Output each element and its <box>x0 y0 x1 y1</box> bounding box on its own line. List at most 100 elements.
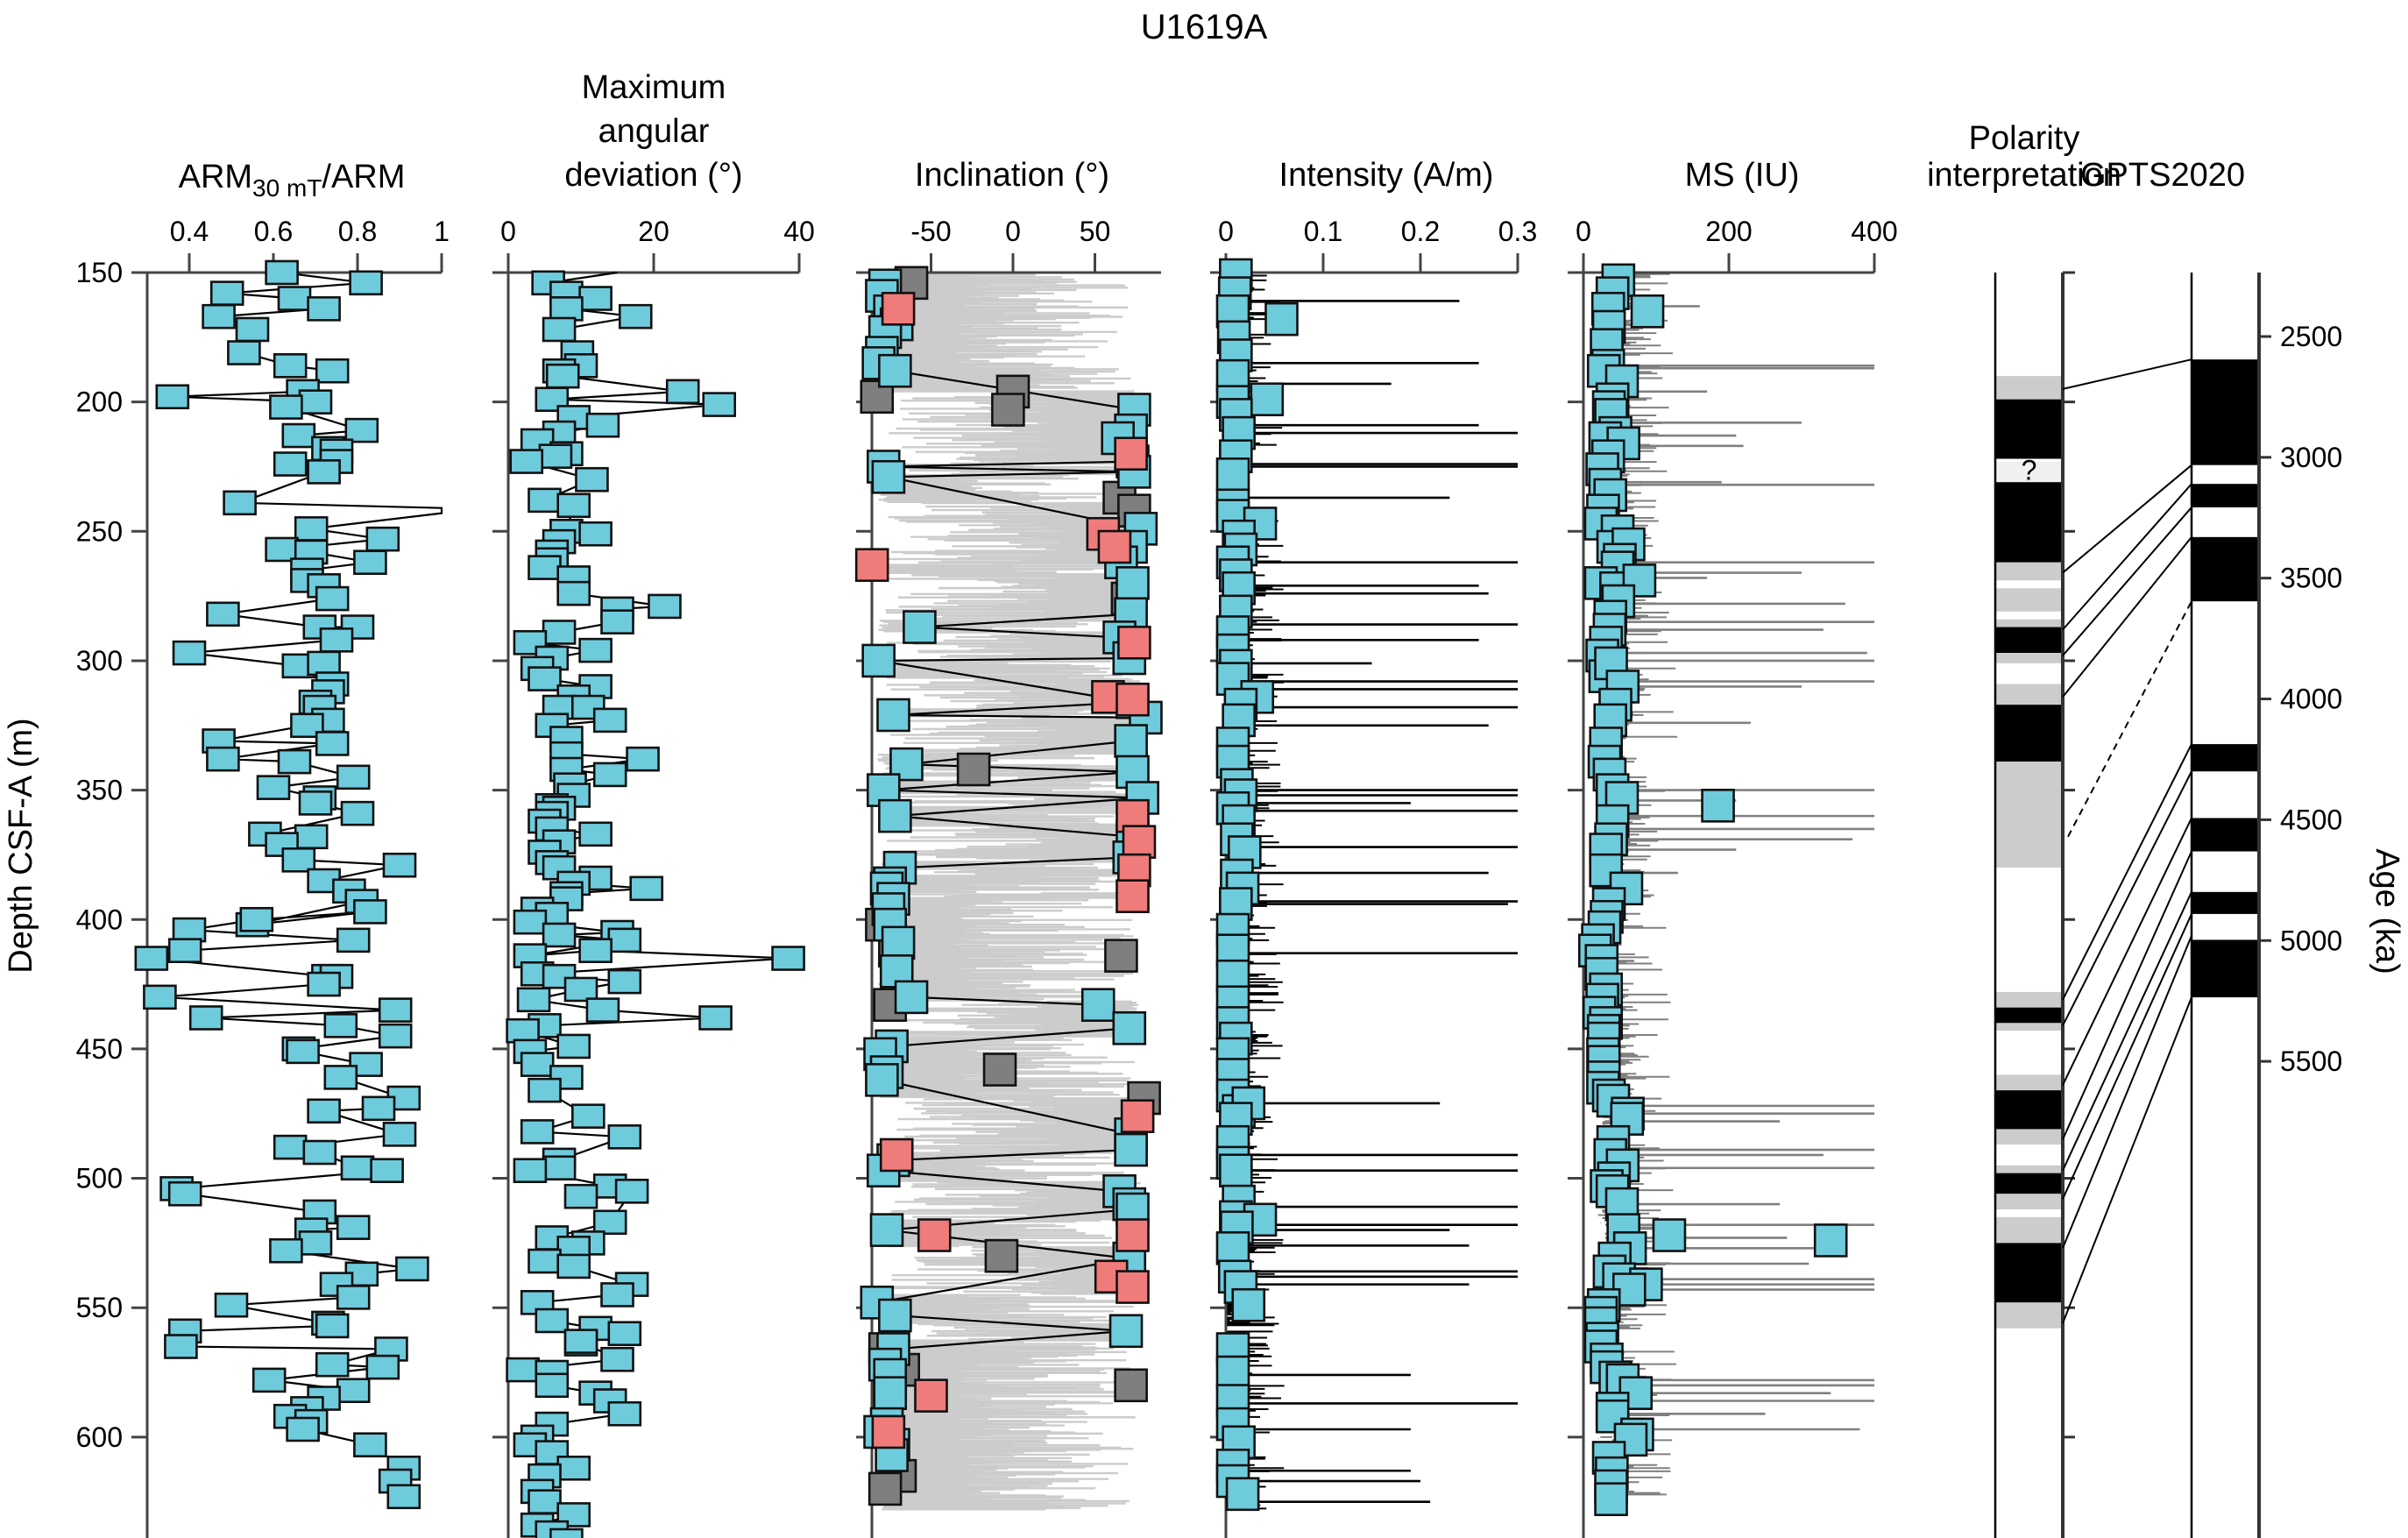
arm-data-point <box>223 490 257 516</box>
correlation-tie-line <box>2062 483 2192 631</box>
depth-tick-label: 450 <box>76 1033 123 1065</box>
arm-data-point <box>353 899 387 925</box>
arm-data-point <box>395 1256 429 1282</box>
arm-data-point <box>349 270 383 296</box>
polarity-interval-reversed <box>1995 458 2063 462</box>
arm-title-suffix: /ARM <box>322 159 405 195</box>
mad-data-point <box>538 443 573 469</box>
intensity-data-point <box>1231 1287 1266 1322</box>
mad-data-point <box>626 746 660 772</box>
correlation-tie-line <box>2062 464 2192 574</box>
arm-data-point <box>294 516 329 542</box>
arm-data-point <box>281 847 316 873</box>
arm-panel: 0.4 0.6 0.8 1 <box>131 216 450 1538</box>
arm-data-point <box>315 731 350 756</box>
inclination-normal-point <box>894 980 929 1015</box>
gpts-column: 2500 3000 3500 4000 4500 5000 5500 <box>2062 273 2342 1538</box>
inclination-panel-title: Inclination (°) <box>915 157 1109 194</box>
arm-data-point <box>256 775 291 800</box>
arm-data-point <box>298 1230 333 1256</box>
mad-data-point <box>506 1357 540 1383</box>
mad-data-point <box>570 1103 606 1129</box>
mad-data-point <box>556 1502 591 1527</box>
mad-data-point <box>556 1455 591 1481</box>
polarity-interval-normal <box>1995 1173 2063 1194</box>
polarity-interval-uncertain <box>1995 1023 2063 1031</box>
inclination-reversed-point <box>1097 529 1132 564</box>
arm-data-point <box>344 417 379 443</box>
depth-axis: 150 200 250 300 350 400 450 500 550 600 <box>76 257 123 1453</box>
arm-data-point <box>167 1180 202 1207</box>
arm-data-point <box>323 1013 358 1038</box>
arm-data-point <box>188 1005 223 1031</box>
polarity-interval-reversed <box>1995 611 2063 620</box>
arm-data-point <box>214 1292 249 1318</box>
arm-data-point <box>370 1158 404 1183</box>
mad-data-point <box>578 286 613 311</box>
arm-data-point <box>315 358 350 384</box>
arm-data-point <box>273 451 308 477</box>
inclination-reversed-point <box>881 292 916 326</box>
mad-data-point <box>520 1119 555 1145</box>
arm-data-point <box>294 824 329 850</box>
mad-panel-title-line1: Maximum <box>582 69 726 106</box>
intensity-data-point <box>1219 1153 1253 1187</box>
polarity-interval-uncertain <box>1995 1165 2063 1173</box>
inclination-normal-point <box>1114 724 1148 758</box>
arm-data-point <box>265 259 299 286</box>
correlation-tie-line <box>2062 935 2192 1249</box>
mad-data-point <box>556 1253 591 1279</box>
correlation-tie-line <box>2062 818 2192 1086</box>
inclination-reversed-point <box>1120 1099 1155 1133</box>
polarity-interval-uncertain <box>1995 653 2063 663</box>
polarity-column: ? <box>1994 271 2075 1538</box>
questionable-polarity-label: ? <box>2022 454 2037 485</box>
mad-data-point <box>563 1183 598 1209</box>
arm-data-point <box>239 906 274 932</box>
inclination-rejected-point <box>982 1053 1017 1087</box>
inclination-normal-point <box>865 1063 899 1097</box>
mad-data-point <box>607 927 642 953</box>
inclination-reversed-point <box>1115 682 1150 717</box>
inclination-normal-point <box>881 925 916 960</box>
inclination-normal-point <box>869 1213 904 1247</box>
arm-data-point <box>227 340 261 365</box>
arm-xtick-label: 0.4 <box>170 216 209 247</box>
mad-data-point <box>614 1179 649 1204</box>
intensity-data-point <box>1215 1230 1250 1265</box>
polarity-panel-title-line1: Polarity <box>1969 120 2080 157</box>
arm-data-point <box>164 1334 198 1359</box>
mad-data-point <box>556 580 591 606</box>
polarity-interval-reversed <box>1995 1145 2063 1166</box>
polarity-interval-normal <box>1995 705 2063 762</box>
polarity-interval-normal <box>1995 1090 2063 1130</box>
arm-data-point <box>340 1155 375 1181</box>
mad-data-point <box>528 487 562 514</box>
polarity-interval-questionable <box>1995 461 2063 483</box>
mad-data-point <box>585 412 620 438</box>
depth-tick-label: 300 <box>76 645 123 677</box>
mad-data-point <box>585 997 620 1023</box>
arm-data-point <box>265 536 299 563</box>
mad-data-point <box>516 987 551 1013</box>
inclination-reversed-point <box>1115 1218 1150 1252</box>
inclination-reversed-point <box>1122 825 1157 859</box>
arm-data-point <box>353 1432 387 1458</box>
correlation-tie-line <box>2062 507 2192 656</box>
depth-tick-label: 250 <box>76 515 123 547</box>
arm-data-point <box>336 1285 371 1310</box>
correlation-tie-line <box>2062 770 2192 1026</box>
mad-data-point <box>542 1155 577 1181</box>
arm-data-point <box>273 353 308 379</box>
inc-xtick-label: -50 <box>910 216 951 247</box>
arm-data-point <box>307 1098 341 1124</box>
arm-data-point <box>202 303 236 330</box>
int-xtick-label: 0.3 <box>1498 216 1537 247</box>
arm-data-point <box>281 422 316 449</box>
depth-tick-label: 500 <box>76 1163 123 1194</box>
mad-data-point <box>545 363 580 389</box>
ms-panel-title: MS (IU) <box>1685 157 1800 194</box>
intensity-panel-title: Intensity (A/m) <box>1279 157 1494 194</box>
age-tick-label: 5000 <box>2280 925 2342 956</box>
figure-title: U1619A <box>1141 8 1268 46</box>
